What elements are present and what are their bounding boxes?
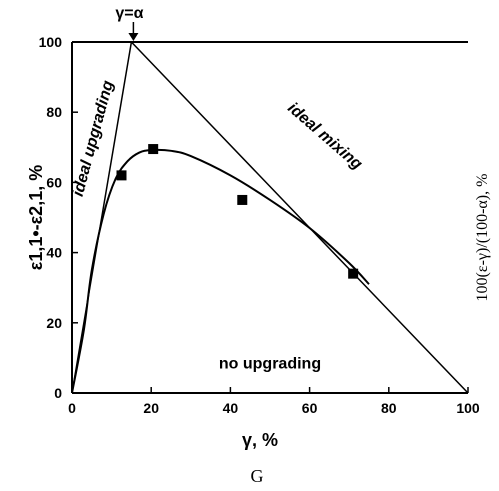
ideal-mixing-line bbox=[130, 41, 469, 394]
y-tick-label: 0 bbox=[54, 385, 62, 401]
marker-arrow-head bbox=[128, 33, 139, 41]
x-tick-label: 100 bbox=[456, 400, 480, 416]
annotation-layer: ideal upgrading ideal mixing no upgrading bbox=[70, 79, 366, 373]
annotation-ideal-mixing: ideal mixing bbox=[284, 100, 365, 174]
x-tick-label: 60 bbox=[302, 400, 318, 416]
y-tick-label: 40 bbox=[46, 245, 62, 261]
x-tick-label: 0 bbox=[68, 400, 76, 416]
y-axis-title-right: 100(ε-γ)/(100-α), % bbox=[474, 174, 491, 302]
x-tick-label: 80 bbox=[381, 400, 397, 416]
annotation-ideal-upgrading: ideal upgrading bbox=[70, 79, 117, 199]
data-point bbox=[237, 194, 248, 205]
annotation-no-upgrading: no upgrading bbox=[219, 355, 321, 372]
y-tick-label: 20 bbox=[46, 315, 62, 331]
data-point bbox=[116, 170, 127, 181]
y-tick-label: 80 bbox=[46, 104, 62, 120]
y-tick-label: 100 bbox=[39, 34, 63, 50]
x-tick-label: 40 bbox=[223, 400, 239, 416]
series-layer bbox=[71, 41, 469, 394]
x-axis-title: γ, % bbox=[242, 430, 278, 450]
data-point bbox=[148, 144, 159, 155]
x-tick-label: 20 bbox=[143, 400, 159, 416]
plot-area: 0 20 40 60 80 100 0 20 40 60 80 100 γ, % ε1,1•-ε2,1, … bbox=[26, 5, 491, 486]
ideal-upgrading-line bbox=[71, 41, 133, 394]
y-axis-title-left: ε1,1•-ε2,1, % bbox=[26, 165, 46, 270]
panel-label: G bbox=[251, 466, 264, 486]
y-tick-label: 60 bbox=[46, 174, 62, 190]
gamma-alpha-marker-label: γ=α bbox=[115, 5, 143, 22]
data-point bbox=[348, 268, 359, 279]
